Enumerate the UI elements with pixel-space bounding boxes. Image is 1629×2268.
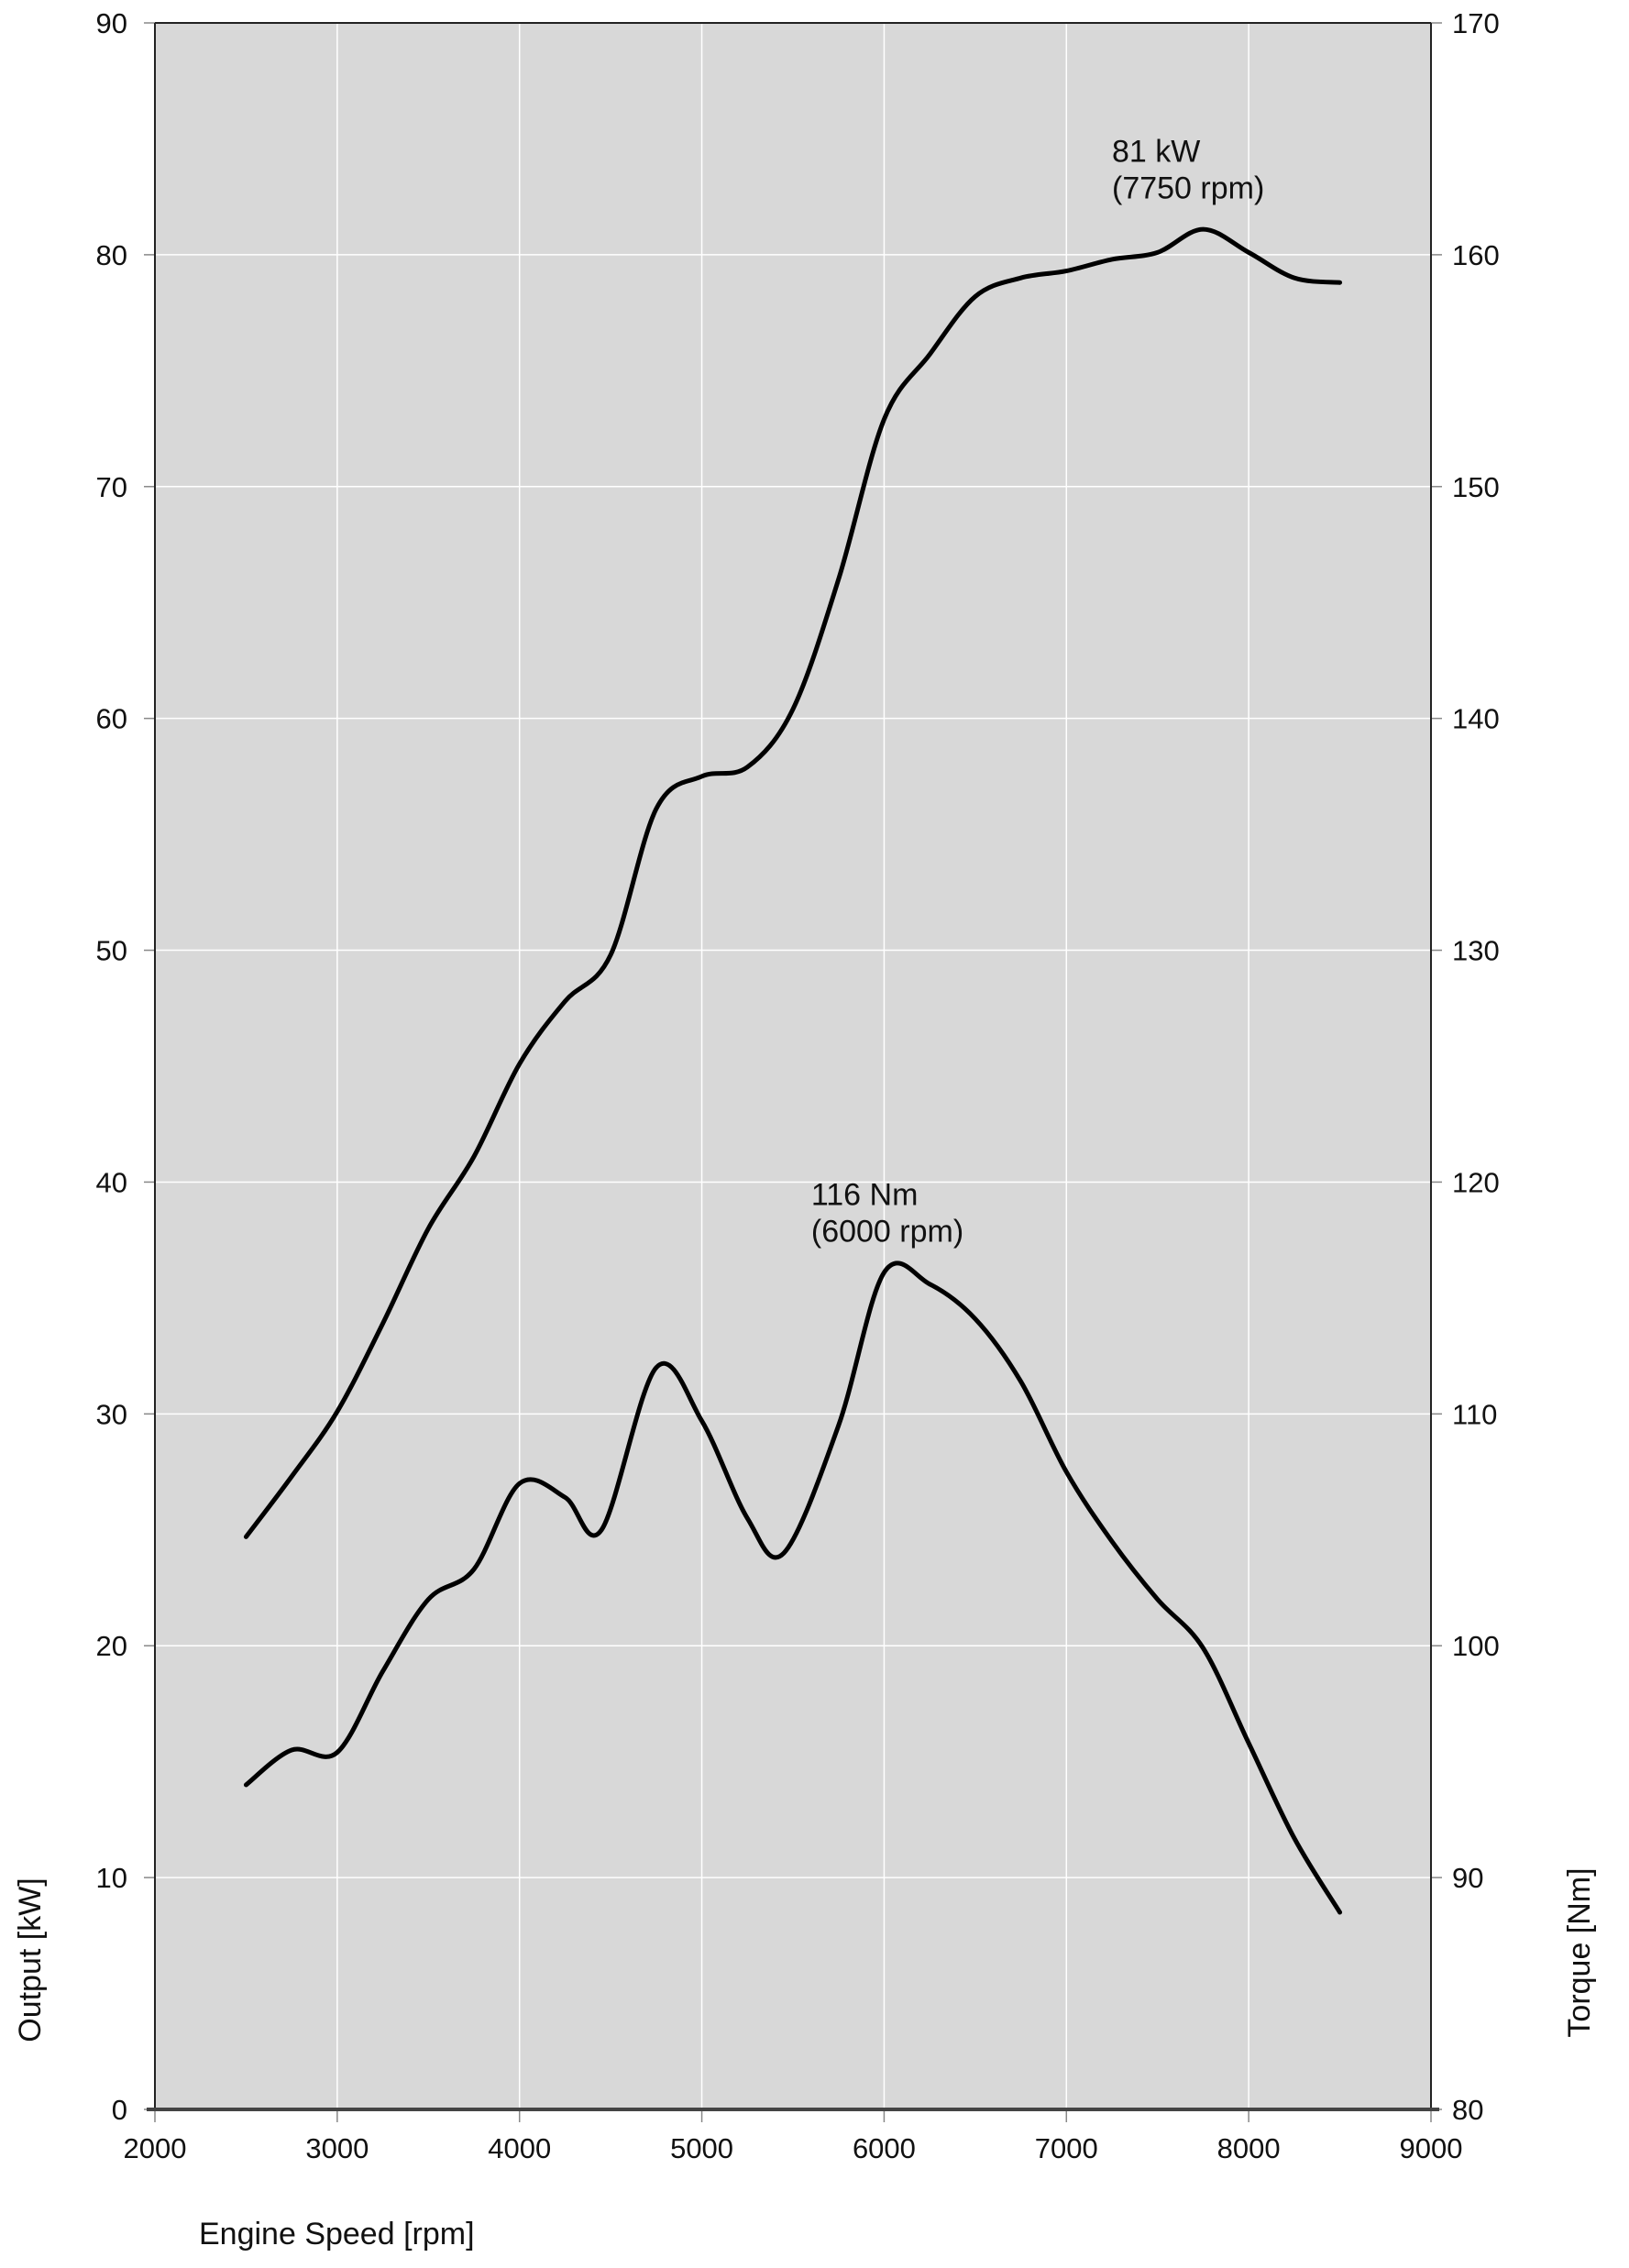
y-right-tick-label: 110 — [1452, 1398, 1497, 1430]
ticks: 2000 3000 4000 5000 6000 7000 8000 9000 0 10 20 30 4… — [96, 7, 1500, 2164]
peak-annotation-value: 81 kW — [1112, 135, 1200, 170]
annotations: 81 kW(7750 rpm) 116 Nm(6000 rpm) — [811, 135, 1264, 1250]
y-left-tick-label: 10 — [96, 1862, 127, 1894]
x-tick-label: 6000 — [853, 2132, 916, 2164]
y-right-tick-label: 170 — [1452, 7, 1500, 39]
y-right-tick-label: 80 — [1452, 2094, 1483, 2126]
y-right-tick-label: 130 — [1452, 935, 1500, 967]
y-axis-right-label: Torque [Nm] — [1562, 1867, 1597, 2037]
y-left-tick-label: 50 — [96, 935, 127, 967]
y-right-tick-label: 160 — [1452, 239, 1500, 271]
x-tick-label: 5000 — [670, 2132, 733, 2164]
y-axis-left-label: Output [kW] — [13, 1877, 48, 2042]
peak-annotation-rpm: (6000 rpm) — [811, 1215, 963, 1250]
x-tick-label: 8000 — [1217, 2132, 1281, 2164]
peak-annotation-rpm: (7750 rpm) — [1112, 171, 1264, 206]
series-group — [243, 226, 1343, 1915]
x-tick-label: 2000 — [124, 2132, 187, 2164]
y-right-tick-label: 120 — [1452, 1166, 1500, 1198]
y-right-tick-label: 100 — [1452, 1630, 1500, 1662]
x-tick-label: 7000 — [1035, 2132, 1098, 2164]
y-right-tick-label: 140 — [1452, 703, 1500, 735]
y-left-tick-label: 40 — [96, 1166, 127, 1198]
output-curve — [243, 226, 1343, 1539]
x-axis-label: Engine Speed [rpm] — [199, 2217, 475, 2251]
torque-curve — [243, 1261, 1343, 1915]
peak-annotation-value: 116 Nm — [811, 1178, 919, 1213]
x-tick-label: 3000 — [305, 2132, 369, 2164]
y-left-tick-label: 60 — [96, 703, 127, 735]
grid-lines — [155, 23, 1431, 2109]
y-left-tick-label: 20 — [96, 1630, 127, 1662]
x-tick-label: 9000 — [1400, 2132, 1463, 2164]
y-left-tick-label: 0 — [112, 2094, 127, 2126]
y-left-tick-label: 30 — [96, 1398, 127, 1430]
x-tick-label: 4000 — [488, 2132, 551, 2164]
y-right-tick-label: 150 — [1452, 471, 1500, 503]
plot-area — [155, 23, 1431, 2109]
y-left-tick-label: 70 — [96, 471, 127, 503]
y-right-tick-label: 90 — [1452, 1862, 1483, 1894]
y-left-tick-label: 90 — [96, 7, 127, 39]
y-left-tick-label: 80 — [96, 239, 127, 271]
